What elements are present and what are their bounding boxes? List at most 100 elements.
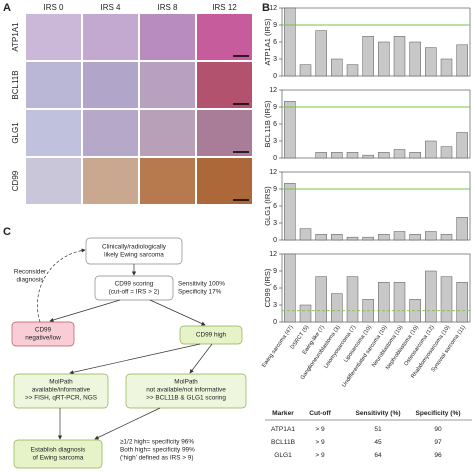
y-tick-label: 0 bbox=[273, 237, 277, 244]
flow-text: CD99 bbox=[35, 327, 52, 334]
row-label: BCL11B bbox=[11, 70, 20, 99]
y-tick-label: 12 bbox=[269, 251, 277, 258]
bar bbox=[378, 234, 390, 241]
bar bbox=[456, 282, 468, 323]
table-cell: 51 bbox=[374, 426, 382, 433]
bar bbox=[378, 282, 390, 323]
bar bbox=[284, 253, 296, 323]
bar bbox=[299, 228, 312, 241]
bar bbox=[346, 276, 359, 323]
table-cell: > 9 bbox=[315, 452, 325, 459]
bar bbox=[393, 36, 406, 77]
panel-label: A bbox=[3, 2, 11, 14]
table-cell: 97 bbox=[434, 439, 442, 446]
bar bbox=[440, 276, 453, 323]
bar bbox=[393, 231, 406, 241]
node-box bbox=[94, 275, 174, 301]
arrow bbox=[149, 299, 206, 326]
ihc-image bbox=[26, 110, 81, 156]
bar bbox=[440, 234, 453, 241]
y-tick-label: 6 bbox=[273, 39, 277, 46]
y-tick-label: 12 bbox=[269, 5, 277, 12]
bar bbox=[393, 282, 406, 323]
bar bbox=[456, 132, 468, 159]
ihc-image bbox=[197, 14, 252, 60]
flow-text: >> BCL11B & GLG1 scoring bbox=[146, 395, 226, 402]
y-tick-label: 3 bbox=[273, 220, 277, 227]
arrow bbox=[49, 299, 121, 323]
y-tick-label: 0 bbox=[273, 319, 277, 326]
ihc-image bbox=[83, 110, 138, 156]
y-tick-label: 3 bbox=[273, 56, 277, 63]
flow-text: CD99 high bbox=[196, 332, 227, 339]
bar bbox=[346, 236, 359, 241]
y-tick-label: 9 bbox=[273, 104, 277, 111]
table-cell: > 9 bbox=[315, 426, 325, 433]
flow-text: (‘high’ defined as IRS > 9) bbox=[120, 455, 193, 462]
flow-text: Specificity 17% bbox=[178, 289, 222, 296]
table-cell: GLG1 bbox=[274, 452, 292, 459]
bar bbox=[299, 304, 312, 323]
table-header: Cut-off bbox=[309, 410, 331, 417]
table-header: Marker bbox=[272, 410, 294, 417]
bar bbox=[378, 41, 390, 77]
bar bbox=[331, 152, 343, 159]
flow-text: >> FISH, qRT-PCR, NGS bbox=[25, 395, 97, 402]
flow-text: (cut-off = IRS > 2) bbox=[109, 289, 160, 296]
flowchart bbox=[11, 237, 247, 469]
node-box bbox=[13, 373, 109, 409]
bar bbox=[284, 101, 296, 159]
flow-text: Clinically/radiologically bbox=[102, 244, 167, 251]
flow-text: negative/low bbox=[25, 335, 61, 342]
y-axis-label: GLG1 (IRS) bbox=[263, 186, 272, 226]
bar bbox=[299, 64, 312, 77]
y-tick-label: 9 bbox=[273, 186, 277, 193]
table-cell: ATP1A1 bbox=[271, 426, 295, 433]
flow-text: Sensitivity 100% bbox=[178, 281, 225, 288]
table-cell: BCL11B bbox=[271, 439, 296, 446]
y-tick-label: 3 bbox=[273, 138, 277, 145]
bar bbox=[346, 152, 359, 159]
bar bbox=[284, 7, 296, 77]
bar bbox=[425, 231, 437, 241]
bar bbox=[284, 183, 296, 241]
y-tick-label: 6 bbox=[273, 203, 277, 210]
column-header: IRS 0 bbox=[43, 3, 64, 12]
row-label: GLG1 bbox=[11, 122, 20, 144]
column-header: IRS 8 bbox=[157, 3, 178, 12]
y-tick-label: 3 bbox=[273, 302, 277, 309]
bar bbox=[425, 270, 437, 323]
flow-text: ≥1/2 high= specificity 96% bbox=[120, 439, 194, 446]
ihc-image bbox=[140, 110, 195, 156]
ihc-image bbox=[26, 158, 81, 204]
ihc-image bbox=[140, 62, 195, 108]
row-label: CD99 bbox=[11, 170, 20, 191]
ihc-image bbox=[197, 62, 252, 108]
node-box bbox=[13, 439, 103, 469]
flow-text: of Ewing sarcoma bbox=[33, 455, 84, 462]
y-tick-label: 12 bbox=[269, 87, 277, 94]
bar bbox=[409, 234, 421, 241]
flow-text: not available/not informative bbox=[146, 387, 226, 394]
y-axis-label: ATP1A1 (IRS) bbox=[263, 18, 272, 65]
bar bbox=[409, 41, 421, 77]
bar bbox=[456, 217, 468, 241]
ihc-image bbox=[197, 158, 252, 204]
dashed-arrow bbox=[37, 248, 86, 323]
y-tick-label: 9 bbox=[273, 22, 277, 29]
ihc-image bbox=[26, 14, 81, 60]
y-tick-label: 6 bbox=[273, 285, 277, 292]
ihc-image bbox=[83, 62, 138, 108]
node-box bbox=[125, 373, 247, 409]
table-header: Sensitivity (%) bbox=[355, 410, 400, 417]
flow-text: MolPath bbox=[49, 379, 73, 386]
bar bbox=[362, 36, 374, 77]
table-cell: 45 bbox=[374, 439, 382, 446]
y-tick-label: 9 bbox=[273, 268, 277, 275]
bar bbox=[315, 276, 327, 323]
bar bbox=[409, 152, 421, 159]
ihc-image bbox=[140, 158, 195, 204]
table-cell: > 9 bbox=[315, 439, 325, 446]
panel-label: B bbox=[262, 2, 270, 14]
